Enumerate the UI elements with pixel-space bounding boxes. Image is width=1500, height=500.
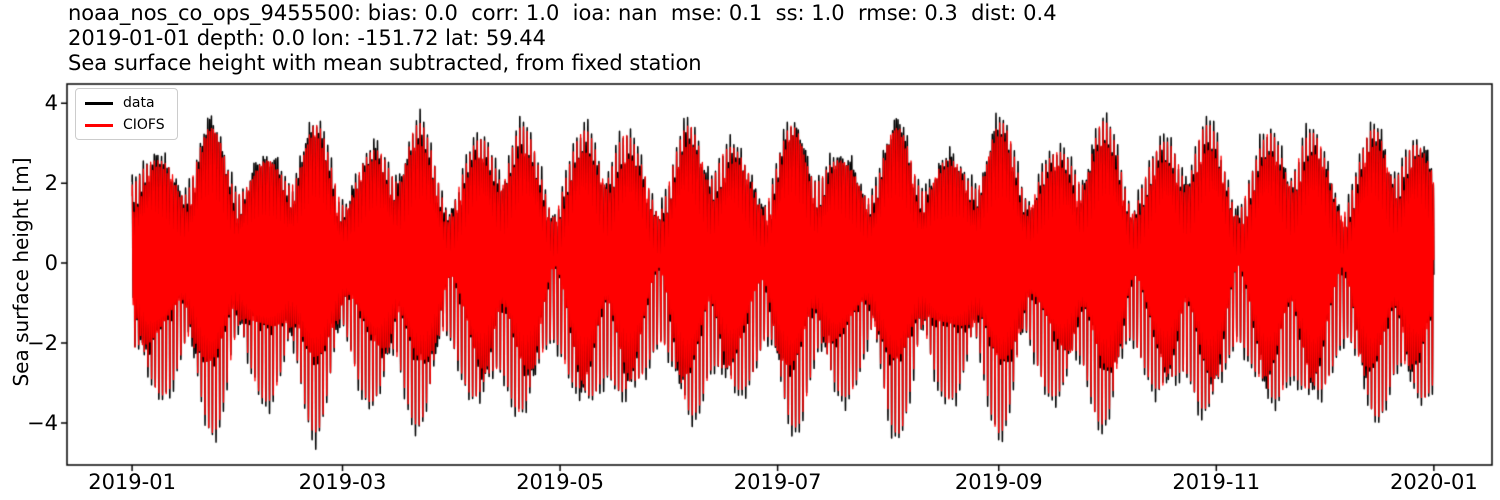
legend-item-data: data (85, 95, 165, 111)
x-tick-label: 2019-03 (298, 470, 387, 494)
x-tick-label: 2019-11 (1172, 470, 1261, 494)
data-line-swatch (85, 101, 113, 105)
legend-label-ciofs: CIOFS (123, 117, 165, 133)
y-tick-label: 4 (44, 91, 58, 116)
legend-label-data: data (123, 95, 155, 111)
y-tick-label: −2 (27, 331, 58, 356)
legend: data CIOFS (75, 88, 178, 140)
x-tick-label: 2020-01 (1389, 470, 1478, 494)
y-tick-label: 0 (44, 251, 58, 276)
title-stats-line: noaa_nos_co_ops_9455500: bias: 0.0 corr:… (68, 1, 1057, 25)
y-tick-label: 2 (44, 171, 58, 196)
x-tick-label: 2019-01 (88, 470, 176, 494)
title-meta-line: 2019-01-01 depth: 0.0 lon: -151.72 lat: … (68, 26, 546, 50)
ciofs-line-swatch (85, 123, 113, 127)
x-tick-label: 2019-07 (733, 470, 822, 494)
legend-item-ciofs: CIOFS (85, 117, 165, 133)
title-description-line: Sea surface height with mean subtracted,… (68, 51, 702, 75)
x-tick-label: 2019-09 (954, 470, 1043, 494)
x-tick-label: 2019-05 (516, 470, 604, 494)
y-tick-label: −4 (27, 411, 58, 436)
